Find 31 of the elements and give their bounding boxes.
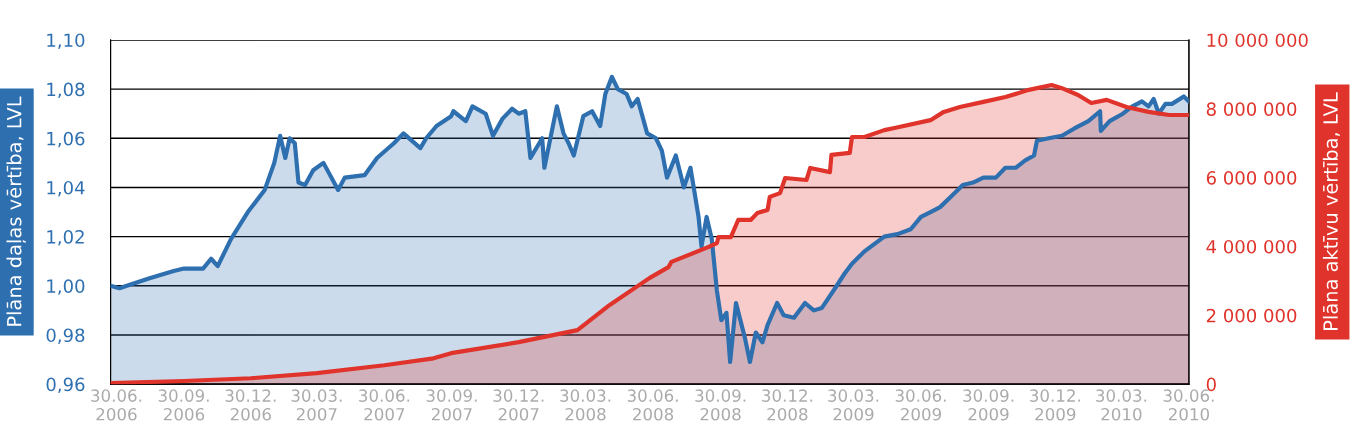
y2-tick-label: 4 000 000 — [1206, 239, 1297, 254]
x-tick-label: 30.03. 2010 — [1096, 389, 1147, 421]
y2-axis-title: Plāna aktīvu vērtība, LVL — [1322, 92, 1340, 330]
y-tick-label: 1,10 — [47, 33, 85, 49]
y-tick-label: 0,96 — [46, 377, 85, 394]
x-tick-label: 30.12. 2006 — [225, 389, 276, 421]
x-tick-label: 30.09. 2008 — [695, 389, 746, 421]
y-tick-label: 1,04 — [47, 180, 85, 197]
x-tick-label: 30.03. 2008 — [560, 389, 611, 421]
x-tick-label: 30.06. 2007 — [359, 389, 410, 421]
x-tick-label: 30.09. 2006 — [158, 389, 209, 421]
x-tick-label: 30.09. 2007 — [426, 389, 477, 421]
y-tick-label: 1,00 — [47, 279, 85, 295]
y-axis-title: Plāna daļas vērtība, LVL — [6, 96, 26, 326]
x-tick-label: 30.12. 2007 — [493, 389, 544, 421]
x-tick-label: 30.12. 2008 — [762, 389, 813, 421]
x-tick-label: 30.03. 2009 — [828, 389, 879, 421]
x-tick-label: 30.06. 2006 — [91, 389, 142, 421]
y2-tick-label: 10 000 000 — [1207, 33, 1308, 48]
y-tick-label: 1,06 — [47, 131, 85, 148]
y2-tick-label: 6 000 000 — [1206, 171, 1297, 185]
x-tick-label: 30.12. 2009 — [1030, 389, 1081, 421]
y-tick-label: 1,08 — [47, 82, 85, 99]
x-tick-label: 30.09. 2009 — [963, 389, 1014, 421]
y-tick-label: 0,98 — [46, 328, 85, 344]
x-tick-label: 30.03. 2007 — [291, 389, 342, 421]
x-tick-label: 30.06. 2008 — [627, 389, 678, 421]
y2-tick-label: 8 000 000 — [1206, 102, 1297, 116]
y2-tick-label: 2 000 000 — [1206, 308, 1297, 323]
y-tick-label: 1,02 — [47, 230, 84, 246]
x-tick-label: 30.06. 2009 — [895, 389, 946, 421]
